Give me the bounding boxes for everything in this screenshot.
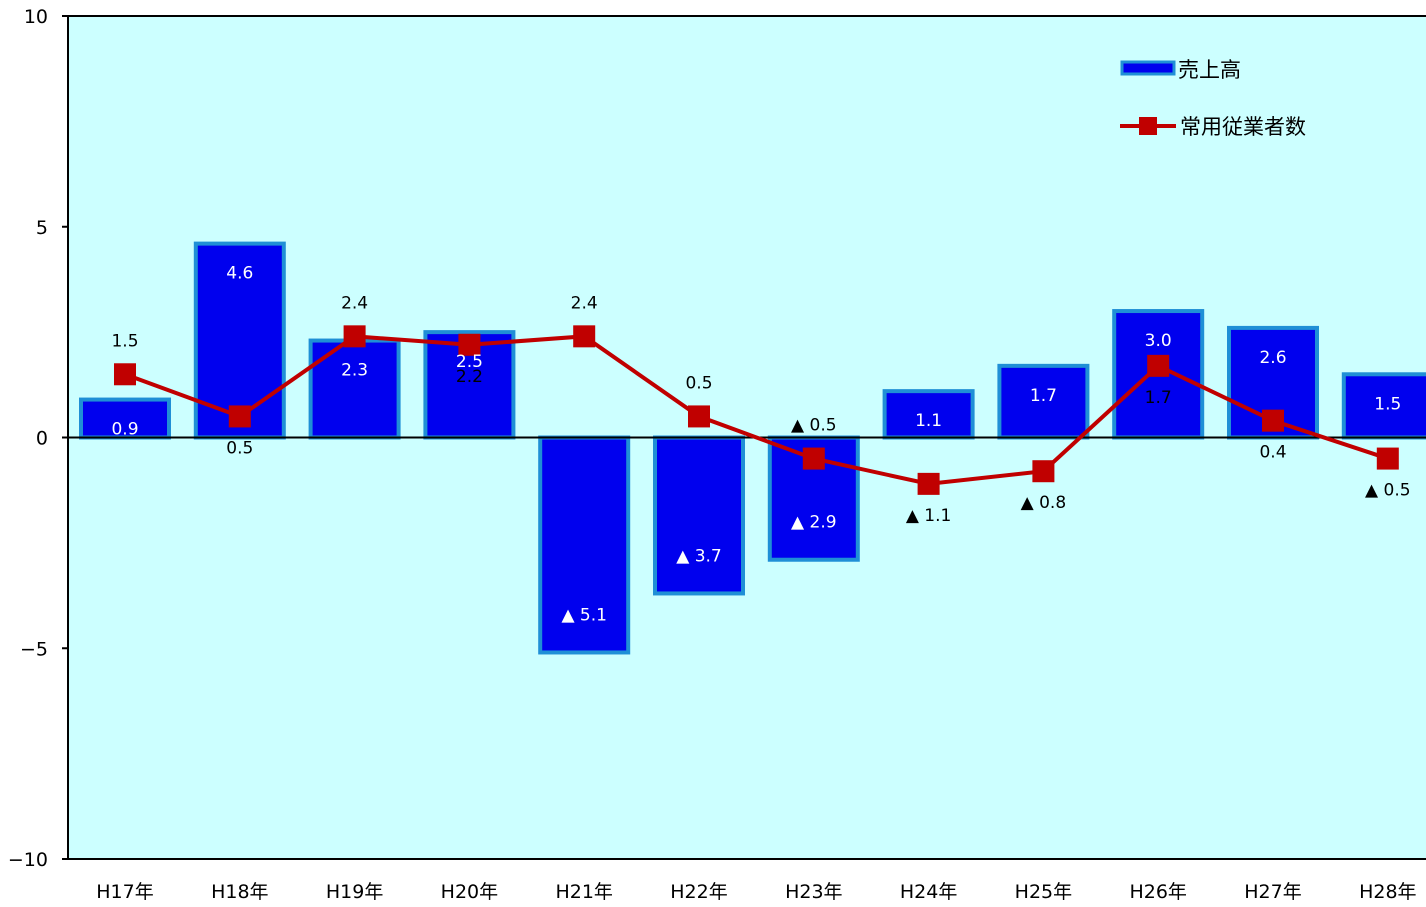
x-tick-label: H20年: [441, 881, 498, 903]
y-tick-label: 5: [36, 217, 48, 239]
x-tick-label: H25年: [1015, 881, 1072, 903]
line-data-label: 0.4: [1259, 443, 1286, 463]
bar-data-label: 3.0: [1145, 331, 1172, 351]
line-data-label: ▲ 0.5: [1365, 481, 1411, 501]
x-tick-label: H28年: [1359, 881, 1416, 903]
y-axis: 10 5 0 −5 −10: [8, 6, 68, 871]
bar-data-label: ▲ 3.7: [676, 546, 722, 566]
legend-line-label: 常用従業者数: [1180, 115, 1306, 139]
x-tick-label: H18年: [211, 881, 268, 903]
legend-line-marker: [1139, 117, 1157, 135]
legend-bar-label: 売上高: [1178, 58, 1241, 82]
y-tick-label: 10: [24, 6, 48, 28]
line-point: [1147, 354, 1170, 377]
legend: 売上高 常用従業者数: [1120, 58, 1306, 139]
x-tick-label: H27年: [1244, 881, 1301, 903]
x-tick-label: H21年: [555, 881, 612, 903]
line-point: [1262, 409, 1284, 432]
line-point: [458, 333, 481, 356]
legend-bar-swatch: [1120, 60, 1176, 76]
x-tick-label: H17年: [96, 881, 153, 903]
bar: [308, 338, 401, 440]
line-point: [343, 325, 366, 348]
line-data-label: 2.4: [571, 293, 598, 313]
bar: [997, 363, 1090, 440]
line-data-label: ▲ 0.5: [791, 416, 837, 436]
line-point: [228, 405, 251, 428]
x-tick-label: H24年: [900, 881, 957, 903]
x-tick-label: H26年: [1129, 881, 1186, 903]
x-axis: H17年 H18年 H19年 H20年 H21年 H22年 H23年 H24年 H25年 H26年…: [96, 881, 1416, 903]
bar-data-label: ▲ 5.1: [561, 605, 607, 625]
bar: [653, 435, 745, 596]
bar-data-label: 2.3: [341, 361, 368, 381]
line-data-label: 1.5: [111, 331, 138, 351]
bar: [882, 389, 975, 440]
line-data-label: 0.5: [685, 373, 712, 393]
bar-data-label: ▲ 2.9: [791, 513, 837, 533]
bar-data-label: 0.9: [111, 420, 138, 440]
line-point: [1376, 447, 1399, 470]
line-point: [573, 325, 596, 348]
bar-data-label: 4.6: [226, 264, 253, 284]
line-point: [802, 447, 825, 470]
line-point: [114, 363, 136, 386]
bar-data-label: 2.6: [1259, 348, 1286, 368]
x-tick-label: H22年: [670, 881, 727, 903]
line-point: [688, 405, 710, 428]
bar-data-label: 1.1: [915, 411, 942, 431]
line-data-label: 2.4: [341, 293, 368, 313]
bar-data-label: 2.5: [456, 352, 483, 372]
x-tick-label: H19年: [326, 881, 383, 903]
line-point: [917, 472, 940, 495]
y-tick-label: −10: [8, 849, 48, 871]
y-tick-label: 0: [36, 428, 48, 450]
line-data-label: 2.2: [456, 367, 483, 387]
bar: [79, 397, 171, 440]
bar: [538, 435, 631, 655]
line-data-label: ▲ 1.1: [906, 506, 952, 526]
bar-data-label: 1.5: [1374, 394, 1401, 414]
line-series: [114, 325, 1399, 495]
series-line: [124, 334, 1389, 486]
data-labels: 0.9 4.6 2.3 2.5 ▲ 5.1 ▲ 3.7 ▲ 2.9 1.1 1.7 3.0 2.6 1…: [111, 264, 1410, 626]
x-tick-label: H23年: [785, 881, 842, 903]
bar-data-label: 1.7: [1030, 386, 1057, 406]
line-data-label: 0.5: [226, 438, 253, 458]
line-data-label: ▲ 0.8: [1021, 493, 1067, 513]
line-point: [1032, 460, 1055, 483]
line-data-label: 1.7: [1145, 388, 1172, 408]
y-tick-label: −5: [20, 638, 48, 660]
